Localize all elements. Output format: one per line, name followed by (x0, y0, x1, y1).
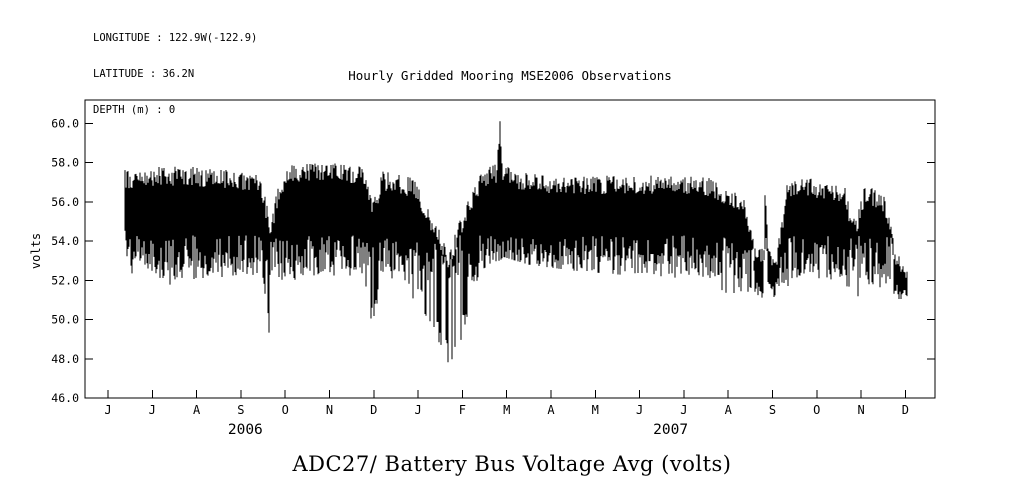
y-tick-label: 54.0 (51, 234, 79, 248)
x-year-label: 2006 (228, 422, 263, 438)
y-tick-label: 56.0 (51, 195, 79, 209)
x-month-label: N (857, 403, 864, 417)
x-month-label: O (282, 403, 289, 417)
x-month-label: M (592, 403, 599, 417)
chart-title: Hourly Gridded Mooring MSE2006 Observati… (348, 68, 672, 83)
x-month-label: J (636, 403, 643, 417)
x-month-label: S (769, 403, 776, 417)
y-tick-label: 58.0 (51, 156, 79, 170)
x-month-label: J (680, 403, 687, 417)
longitude-label: LONGITUDE : 122.9W(-122.9) (93, 32, 258, 44)
x-month-label: J (104, 403, 111, 417)
x-month-label: N (326, 403, 333, 417)
location-metadata: LONGITUDE : 122.9W(-122.9) LATITUDE : 36… (93, 8, 257, 140)
x-month-label: A (547, 403, 555, 417)
y-tick-label: 50.0 (51, 313, 79, 327)
x-month-label: A (193, 403, 201, 417)
x-month-label: S (237, 403, 244, 417)
y-axis-label: volts (29, 232, 44, 270)
latitude-label: LATITUDE : 36.2N (93, 68, 195, 80)
x-month-label: D (370, 403, 377, 417)
bottom-title: ADC27/ Battery Bus Voltage Avg (volts) (292, 452, 732, 476)
x-month-label: D (902, 403, 909, 417)
x-month-label: J (149, 403, 156, 417)
x-month-label: J (414, 403, 421, 417)
x-month-label: A (725, 403, 733, 417)
plot-border (84, 99, 936, 399)
x-month-label: O (813, 403, 820, 417)
y-tick-label: 60.0 (51, 117, 79, 131)
depth-label: DEPTH (m) : 0 (93, 104, 176, 116)
y-tick-label: 48.0 (51, 352, 79, 366)
x-year-label: 2007 (653, 422, 688, 438)
x-month-label: M (503, 403, 510, 417)
x-month-label: F (459, 403, 466, 417)
y-tick-label: 46.0 (51, 391, 79, 405)
voltage-series-path (124, 121, 908, 363)
y-tick-label: 52.0 (51, 273, 79, 287)
